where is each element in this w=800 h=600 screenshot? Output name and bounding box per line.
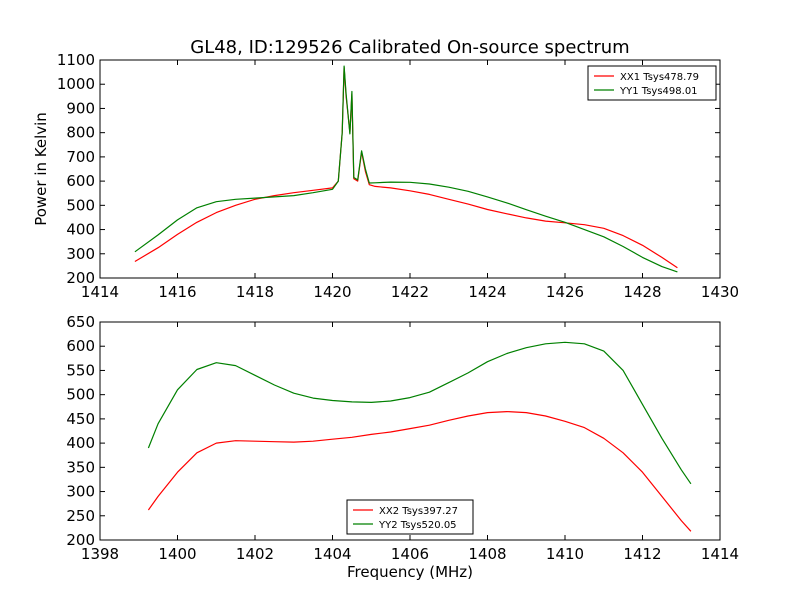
- x-tick-label: 1414: [701, 545, 739, 563]
- chart-title: GL48, ID:129526 Calibrated On-source spe…: [190, 37, 629, 58]
- legend: XX1 Tsys478.79 YY1 Tsys498.01: [587, 65, 717, 101]
- bottom-panel: 1398 1400 1402 1404 1406 1408 1410 1412 1414 200 2…: [66, 313, 739, 563]
- x-tick-label: 1430: [701, 283, 739, 301]
- y-tick-label: 700: [66, 148, 95, 166]
- y-tick-label: 400: [66, 434, 95, 452]
- legend-box: [587, 65, 717, 101]
- y-tick-label: 800: [66, 124, 95, 142]
- y-tick-label: 650: [66, 313, 95, 331]
- x-tick-label: 1414: [81, 283, 119, 301]
- y-tick-label: 250: [66, 507, 95, 525]
- y-tick-label: 500: [66, 196, 95, 214]
- x-tick-label: 1408: [468, 545, 506, 563]
- series-line-2: [134, 65, 678, 273]
- y-tick-label: 600: [66, 172, 95, 190]
- y-axis-label-top: Power in Kelvin: [32, 112, 50, 226]
- y-tick-label: 400: [66, 221, 95, 239]
- legend-entry-1: XX2 Tsys397.27: [379, 506, 458, 517]
- series-line-1: [147, 411, 692, 532]
- legend-entry-2: YY1 Tsys498.01: [619, 86, 698, 97]
- y-tick-label: 500: [66, 386, 95, 404]
- y-tick-label: 600: [66, 337, 95, 355]
- legend-box: [346, 499, 474, 535]
- y-tick-label: 300: [66, 245, 95, 263]
- x-tick-label: 1420: [313, 283, 351, 301]
- x-tick-label: 1402: [236, 545, 274, 563]
- y-tick-label: 350: [66, 458, 95, 476]
- legend-entry-2: YY2 Tsys520.05: [378, 520, 457, 531]
- y-tick-label: 1000: [57, 75, 95, 93]
- x-tick-label: 1412: [623, 545, 661, 563]
- top-panel: 1414 1416 1418 1420 1422 1424 1426 1428 1430 200 3…: [57, 51, 739, 301]
- y-tick-label: 300: [66, 483, 95, 501]
- x-tick-label: 1416: [158, 283, 196, 301]
- x-tick-label: 1428: [623, 283, 661, 301]
- y-tick-label: 200: [66, 269, 95, 287]
- y-tick-label: 900: [66, 99, 95, 117]
- x-tick-label: 1404: [313, 545, 351, 563]
- legend-entry-1: XX1 Tsys478.79: [620, 72, 699, 83]
- x-tick-label: 1410: [546, 545, 584, 563]
- x-tick-label: 1422: [391, 283, 429, 301]
- x-tick-label: 1398: [81, 545, 119, 563]
- x-tick-label: 1418: [236, 283, 274, 301]
- x-tick-label: 1400: [158, 545, 196, 563]
- y-tick-label: 450: [66, 410, 95, 428]
- y-tick-label: 1100: [57, 51, 95, 69]
- x-tick-label: 1406: [391, 545, 429, 563]
- x-axis-label-bottom: Frequency (MHz): [347, 563, 473, 581]
- legend: XX2 Tsys397.27 YY2 Tsys520.05: [346, 499, 474, 535]
- series-line-2: [147, 341, 692, 485]
- y-tick-label: 200: [66, 531, 95, 549]
- x-tick-label: 1424: [468, 283, 506, 301]
- x-tick-label: 1426: [546, 283, 584, 301]
- y-tick-label: 550: [66, 361, 95, 379]
